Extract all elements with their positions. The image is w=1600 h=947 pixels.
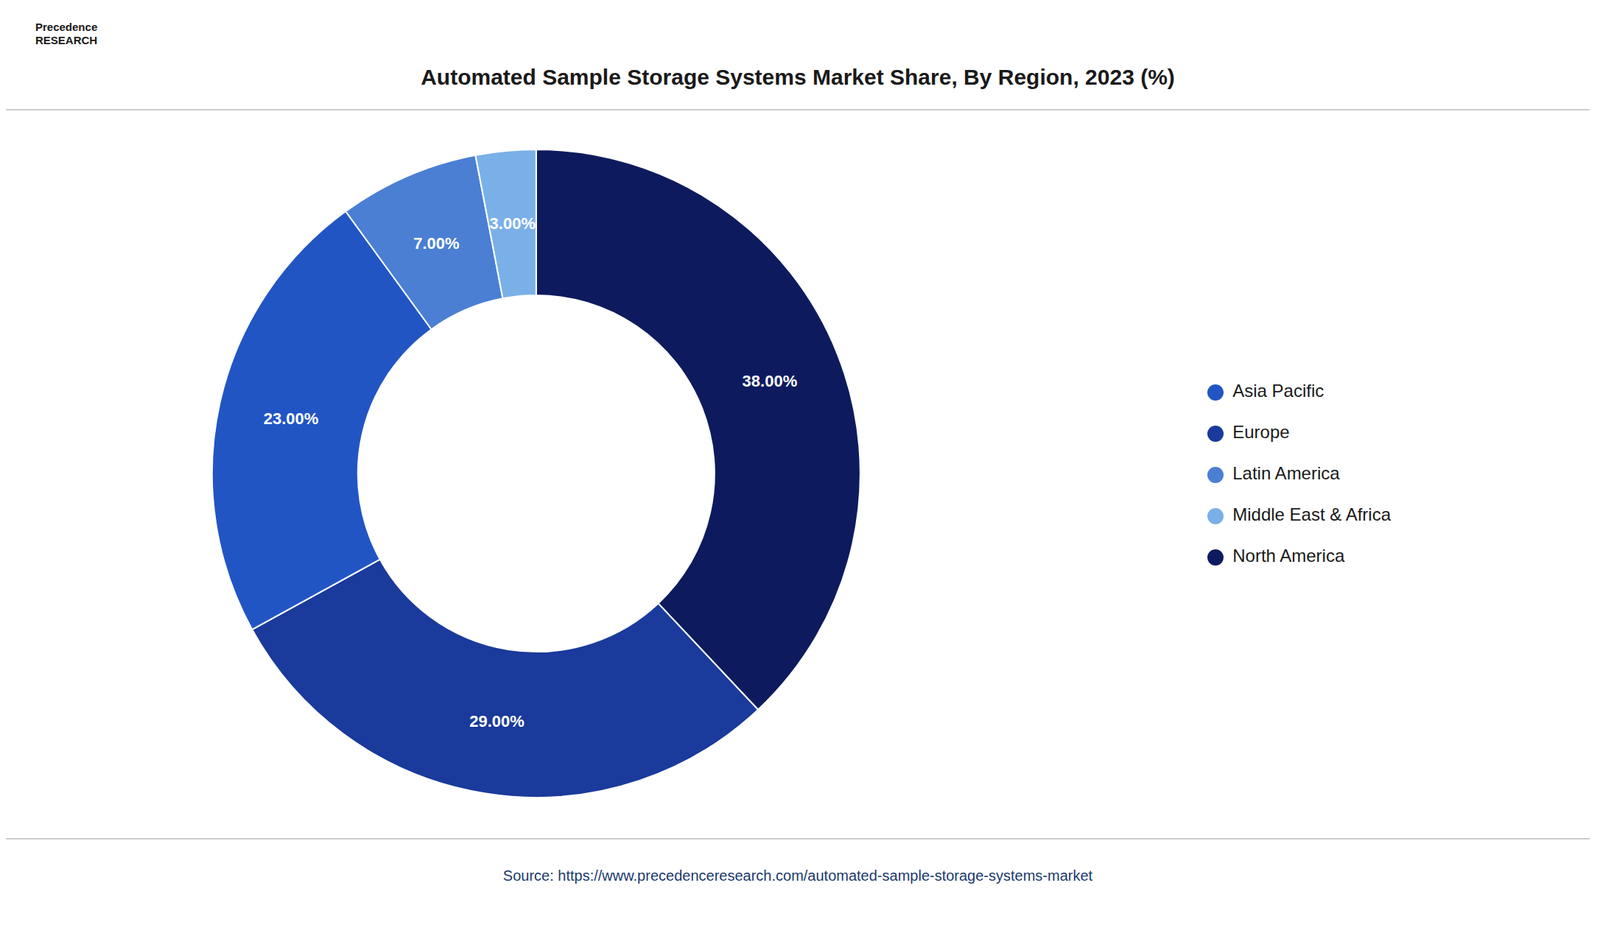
svg-text:3.00%: 3.00% (489, 214, 536, 233)
html-text:Latin America: Latin America (1232, 463, 1340, 484)
svg-text:7.00%: 7.00% (413, 234, 459, 253)
html-text:Automated Sample Storage Syste: Automated Sample Storage Systems Market … (420, 64, 1175, 90)
html-text:Precedence RESEARCH: Precedence RESEARCH (35, 20, 98, 47)
svg-text:38.00%: 38.00% (742, 372, 798, 391)
html-text:Middle East & Africa: Middle East & Africa (1232, 504, 1391, 525)
html-text:Asia Pacific: Asia Pacific (1232, 380, 1324, 401)
svg-text:23.00%: 23.00% (263, 409, 319, 428)
html-text:Source: https://www.precedence: Source: https://www.precedenceresearch.c… (502, 867, 1093, 884)
svg-text:29.00%: 29.00% (469, 712, 525, 731)
html-text:North America: North America (1232, 545, 1345, 566)
html-text:Europe: Europe (1232, 422, 1290, 442)
